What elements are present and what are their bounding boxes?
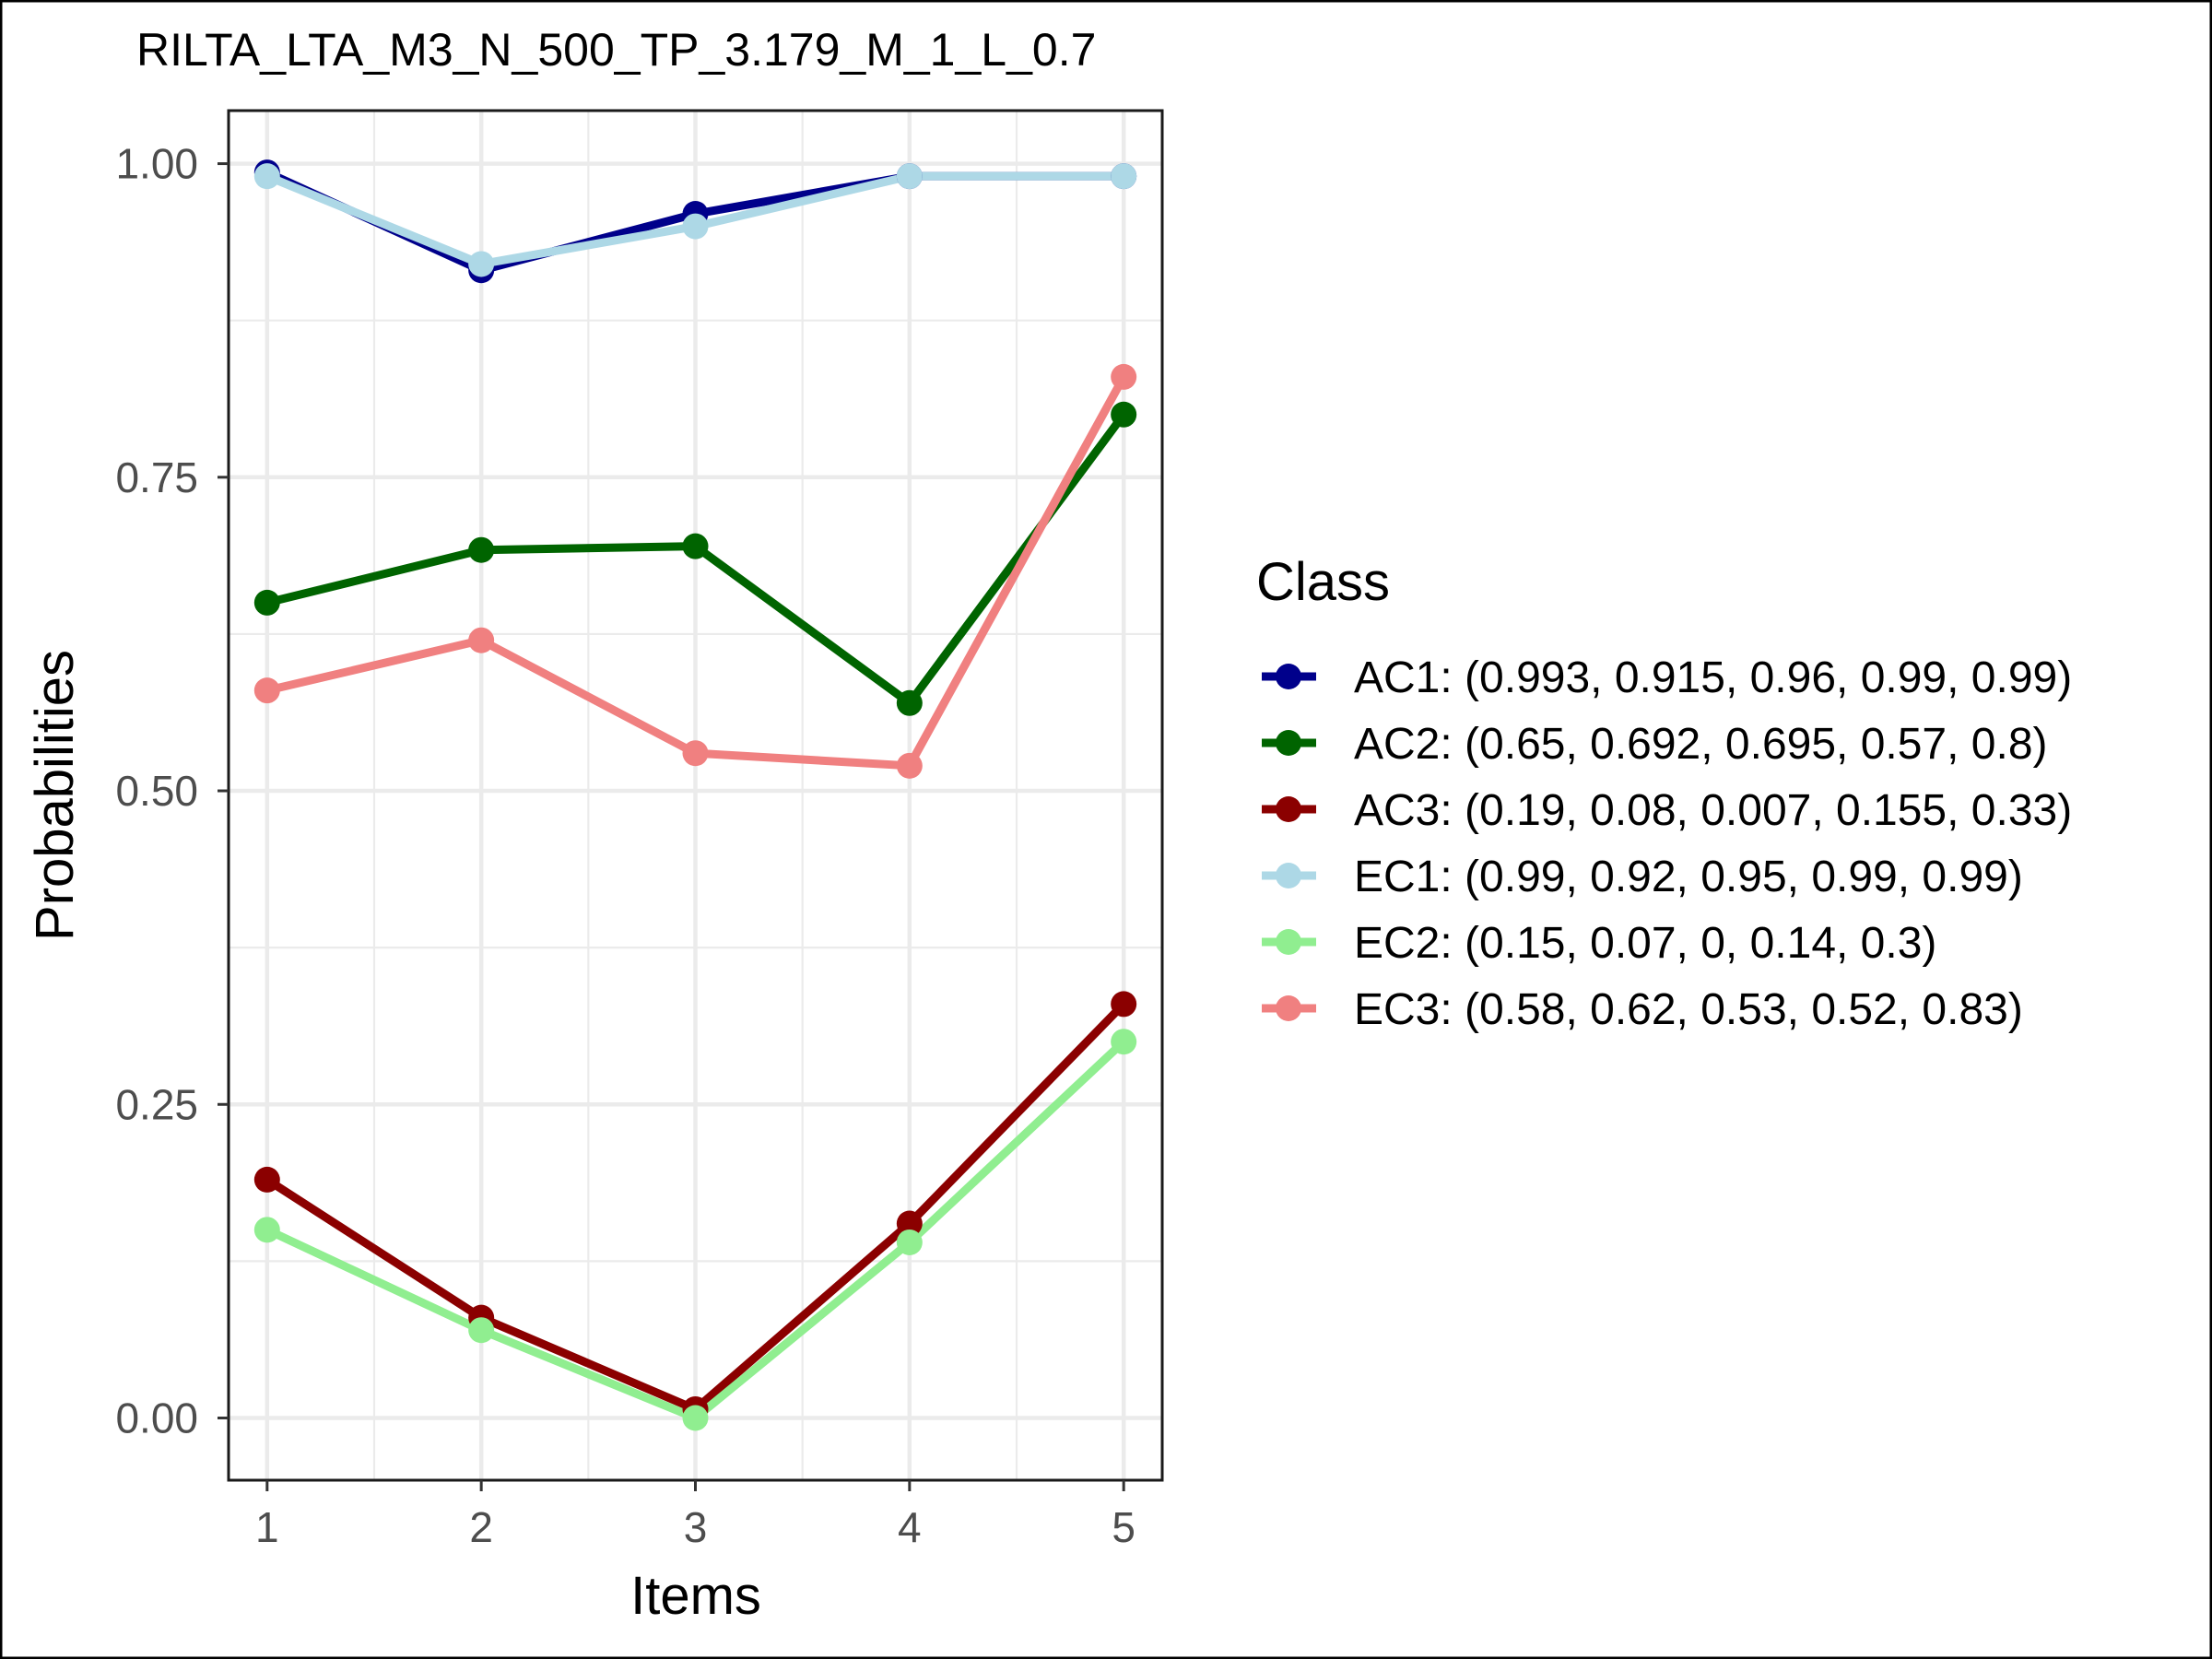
- data-point: [1111, 401, 1137, 428]
- legend-label: EC2: (0.15, 0.07, 0, 0.14, 0.3): [1354, 919, 1936, 968]
- y-tick-label: 0.75: [115, 453, 198, 501]
- data-point: [896, 1229, 923, 1255]
- legend-key-point: [1276, 995, 1301, 1021]
- data-point: [1111, 363, 1137, 390]
- y-axis-title: Probabilities: [25, 650, 85, 941]
- legend-title: Class: [1256, 552, 1390, 612]
- data-point: [682, 213, 709, 240]
- data-point: [253, 589, 280, 616]
- legend-key-point: [1276, 863, 1301, 888]
- data-point: [468, 1317, 495, 1344]
- legend: Class AC1: (0.993, 0.915, 0.96, 0.99, 0.…: [1256, 552, 2072, 1034]
- data-point: [468, 627, 495, 653]
- legend-label: EC1: (0.99, 0.92, 0.95, 0.99, 0.99): [1354, 853, 2023, 901]
- legend-label: AC3: (0.19, 0.08, 0.007, 0.155, 0.33): [1354, 786, 2072, 835]
- data-point: [896, 689, 923, 716]
- data-point: [468, 536, 495, 563]
- legend-key-point: [1276, 929, 1301, 955]
- legend-key-point: [1276, 796, 1301, 822]
- data-point: [253, 677, 280, 704]
- y-tick-label: 0.00: [115, 1394, 198, 1441]
- x-tick-label: 3: [684, 1503, 708, 1551]
- data-point: [468, 251, 495, 277]
- x-tick-label: 1: [255, 1503, 279, 1551]
- legend-label: EC3: (0.58, 0.62, 0.53, 0.52, 0.83): [1354, 985, 2023, 1034]
- x-tick-label: 5: [1112, 1503, 1135, 1551]
- x-tick-label: 4: [898, 1503, 922, 1551]
- data-point: [1111, 991, 1137, 1018]
- data-point: [896, 1210, 923, 1237]
- data-point: [1111, 1029, 1137, 1055]
- x-axis-title: Items: [630, 1566, 761, 1626]
- y-tick-label: 0.25: [115, 1080, 198, 1128]
- data-point: [1111, 163, 1137, 190]
- legend-label: AC2: (0.65, 0.692, 0.695, 0.57, 0.8): [1354, 720, 2048, 769]
- legend-items: AC1: (0.993, 0.915, 0.96, 0.99, 0.99) AC2…: [1262, 653, 2072, 1034]
- data-point: [896, 752, 923, 779]
- data-point: [682, 1405, 709, 1431]
- chart-title: RILTA_LTA_M3_N_500_TP_3.179_M_1_L_0.7: [136, 24, 1096, 76]
- x-tick-label: 2: [469, 1503, 493, 1551]
- y-tick-label: 1.00: [115, 140, 198, 188]
- data-point: [253, 163, 280, 190]
- axes: 1 2 3 4 5 0.00 0.25 0.50 0.75 1.00: [115, 140, 1135, 1551]
- series-lines: [253, 159, 1137, 1431]
- legend-key-point: [1276, 664, 1301, 689]
- data-point: [253, 1217, 280, 1243]
- data-point: [896, 163, 923, 190]
- data-point: [682, 740, 709, 767]
- legend-label: AC1: (0.993, 0.915, 0.96, 0.99, 0.99): [1354, 653, 2072, 702]
- y-tick-label: 0.50: [115, 767, 198, 815]
- data-point: [682, 533, 709, 559]
- data-point: [253, 1166, 280, 1193]
- legend-key-point: [1276, 730, 1301, 756]
